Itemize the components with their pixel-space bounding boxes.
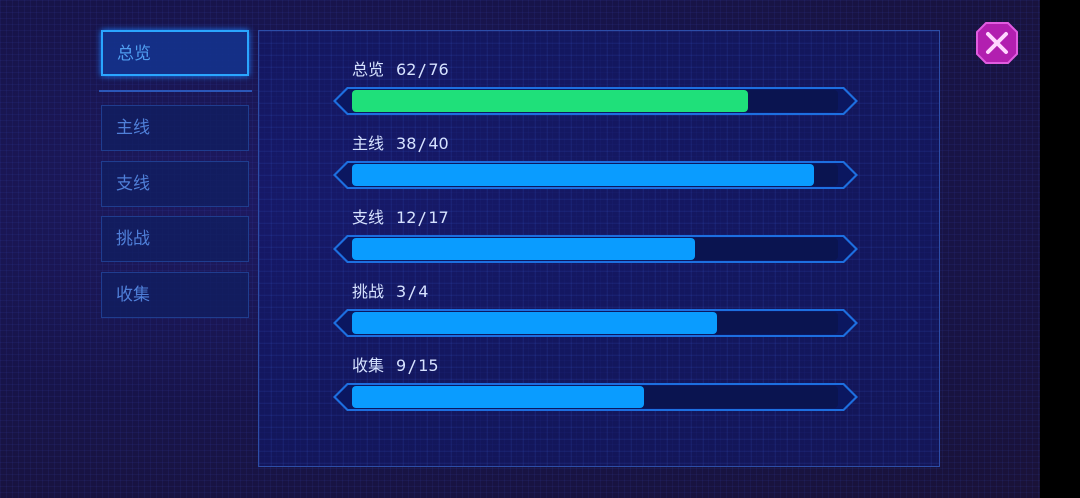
close-button[interactable] [976, 22, 1018, 64]
bar-track [352, 90, 838, 112]
total-count: 76 [428, 60, 449, 79]
separator [418, 63, 427, 78]
done-count: 38 [396, 134, 417, 153]
done-count: 12 [396, 208, 417, 227]
total-count: 15 [418, 356, 439, 375]
total-count: 4 [418, 282, 429, 301]
row-label: 总览 62 76 [352, 60, 449, 80]
row-name: 总览 [352, 60, 385, 79]
row-name: 收集 [352, 356, 385, 375]
total-count: 17 [428, 208, 449, 227]
row-label: 主线 38 40 [352, 134, 449, 154]
row-name: 挑战 [352, 282, 385, 301]
tab[interactable]: 总览 [101, 30, 249, 76]
tab[interactable]: 主线 [101, 105, 249, 151]
progress-fill [352, 90, 749, 112]
progress-fill [352, 238, 696, 260]
progress-fill [352, 386, 644, 408]
row-label: 支线 12 17 [352, 208, 449, 228]
progress-fill [352, 312, 717, 334]
tab[interactable]: 挑战 [101, 216, 249, 262]
tab[interactable]: 支线 [101, 161, 249, 207]
separator [408, 285, 416, 300]
bar-track [352, 386, 838, 408]
bar-track [352, 164, 838, 186]
progress-fill [352, 164, 814, 186]
row-label: 收集 9 15 [352, 356, 439, 376]
separator [418, 137, 427, 152]
divider [99, 90, 252, 92]
total-count: 40 [428, 134, 449, 153]
bar-track [352, 238, 838, 260]
separator [418, 211, 427, 226]
row-name: 支线 [352, 208, 385, 227]
bar-track [352, 312, 838, 334]
separator [408, 359, 416, 374]
done-count: 62 [396, 60, 417, 79]
row-label: 挑战 3 4 [352, 282, 428, 302]
edge [1040, 0, 1080, 498]
row-name: 主线 [352, 134, 385, 153]
tab[interactable]: 收集 [101, 272, 249, 318]
done-count: 9 [396, 356, 407, 375]
done-count: 3 [396, 282, 407, 301]
